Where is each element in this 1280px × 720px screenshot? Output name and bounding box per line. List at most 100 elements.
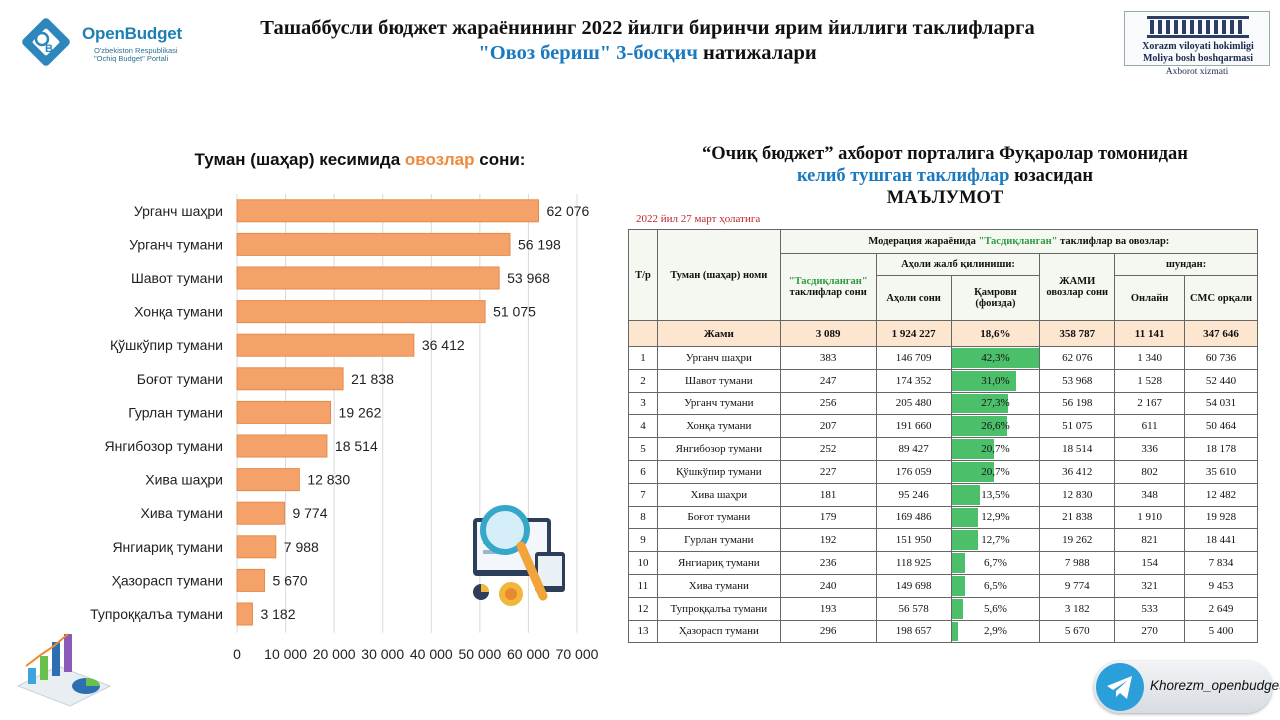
cell-population: 118 925 (875, 551, 952, 575)
bar (236, 400, 332, 424)
cell-coverage: 2,9% (950, 619, 1041, 644)
x-tick-label: 70 000 (556, 646, 599, 662)
cell-coverage: 12,7% (950, 528, 1041, 553)
cell-approved: 193 (779, 596, 877, 621)
cell-sms: 2 649 (1184, 596, 1258, 621)
info-title-rest: юзасидан (1009, 166, 1094, 186)
coverage-value: 12,7% (981, 534, 1010, 547)
coverage-value: 6,7% (983, 557, 1007, 570)
value-label: 62 076 (547, 203, 590, 219)
coverage-value: 12,9% (981, 511, 1010, 524)
cell-online: 1 528 (1114, 368, 1186, 393)
cell-online: 321 (1114, 573, 1186, 598)
cell-n: 10 (628, 551, 658, 575)
cell-name: Тупроққалъа тумани (656, 596, 781, 621)
header-approved-rest: таклифлар сони (789, 287, 867, 298)
cell-n: 9 (628, 528, 658, 553)
cell-coverage: 12,9% (950, 505, 1041, 530)
coverage-bar (951, 530, 978, 551)
value-label: 56 198 (518, 236, 561, 252)
table-row: 2 Шавот тумани 247 174 352 31,0% 53 968 1 528 5… (628, 368, 1258, 393)
header-coverage: Қамрови (фоизда) (950, 275, 1041, 321)
value-label: 5 670 (273, 572, 308, 588)
header-district: Туман (шаҳар) номи (656, 229, 781, 321)
bar (236, 468, 300, 492)
cell-sms: 60 736 (1184, 346, 1258, 370)
chart-title-highlight: овозлар (404, 150, 475, 169)
table-row: 5 Янгибозор тумани 252 89 427 20,7% 18 514 336… (628, 437, 1258, 461)
coverage-bar (951, 416, 1007, 437)
coverage-value: 31,0% (981, 374, 1010, 387)
bar (236, 333, 415, 357)
cell-name: Ҳазорасп тумани (656, 619, 781, 644)
x-tick-label: 50 000 (458, 646, 501, 662)
category-label: Хива шаҳри (145, 472, 223, 488)
telegram-icon (1096, 663, 1144, 711)
cell-population: 191 660 (875, 414, 952, 439)
coverage-value: 26,6% (981, 420, 1010, 433)
header-population: Аҳоли жалб қилиниши: (875, 253, 1041, 276)
cell-sms: 54 031 (1184, 391, 1258, 416)
cell-coverage: 26,6% (950, 414, 1041, 439)
cell-coverage: 6,7% (950, 551, 1041, 575)
info-title: “Очиқ бюджет” ахборот порталига Фуқарола… (640, 143, 1250, 209)
cell-name: Янгиариқ тумани (656, 551, 781, 575)
value-label: 7 988 (284, 539, 319, 555)
cell-population: 151 950 (875, 528, 952, 553)
bar (236, 434, 328, 458)
table-row: 11 Хива тумани 240 149 698 6,5% 9 774 321 9 453 (628, 573, 1258, 598)
coverage-value: 20,7% (981, 443, 1010, 456)
cell-coverage: 5,6% (950, 596, 1041, 621)
cell-n: 11 (628, 573, 658, 598)
total-coverage: 18,6% (950, 320, 1041, 347)
cell-coverage: 20,7% (950, 459, 1041, 484)
cell-votes: 21 838 (1039, 505, 1116, 530)
government-badge: Xorazm viloyati hokimligi Moliya bosh bo… (1124, 11, 1270, 77)
cell-sms: 52 440 (1184, 368, 1258, 393)
gov-line3: Axborot xizmati (1165, 67, 1229, 77)
bar (236, 367, 344, 391)
info-title-line2: келиб тушган таклифлар юзасидан (640, 165, 1250, 187)
table-row: 1 Урганч шаҳри 383 146 709 42,3% 62 076 1 340 6… (628, 346, 1258, 370)
cell-population: 95 246 (875, 482, 952, 507)
category-label: Гурлан тумани (128, 404, 223, 420)
cell-sms: 5 400 (1184, 619, 1258, 644)
title-line1: Ташаббусли бюджет жараёнининг 2022 йилги… (260, 17, 1035, 39)
cell-sms: 18 441 (1184, 528, 1258, 553)
cell-population: 89 427 (875, 437, 952, 461)
cell-population: 169 486 (875, 505, 952, 530)
cell-n: 12 (628, 596, 658, 621)
cell-votes: 3 182 (1039, 596, 1116, 621)
cell-online: 348 (1114, 482, 1186, 507)
title-line2: "Овоз бериш" 3-босқич натижалари (195, 41, 1100, 66)
x-tick-label: 60 000 (507, 646, 550, 662)
bar (236, 232, 511, 256)
cell-name: Гурлан тумани (656, 528, 781, 553)
cell-name: Урганч шаҳри (656, 346, 781, 370)
cell-population: 205 480 (875, 391, 952, 416)
cell-coverage: 13,5% (950, 482, 1041, 507)
cell-coverage: 20,7% (950, 437, 1041, 461)
coverage-bar (951, 621, 958, 642)
cell-votes: 18 514 (1039, 437, 1116, 461)
x-tick-label: 0 (233, 646, 241, 662)
government-badge-box: Xorazm viloyati hokimligi Moliya bosh bo… (1124, 11, 1270, 66)
telegram-badge[interactable]: Khorezm_openbudget (1094, 661, 1280, 713)
total-cell-empty (628, 320, 658, 347)
header-moderation-green: "Тасдиқланган" (978, 236, 1058, 247)
bar (236, 501, 285, 525)
cell-n: 7 (628, 482, 658, 507)
gov-line1: Xorazm viloyati hokimligi (1142, 41, 1254, 52)
cell-coverage: 27,3% (950, 391, 1041, 416)
cell-votes: 53 968 (1039, 368, 1116, 393)
openbudget-logo: B OpenBudget O'zbekiston Respublikasi "O… (14, 12, 184, 74)
coverage-value: 13,5% (981, 488, 1010, 501)
cell-online: 1 910 (1114, 505, 1186, 530)
cell-sms: 19 928 (1184, 505, 1258, 530)
bar-chart-pie-icon (16, 633, 112, 707)
table-row: 10 Янгиариқ тумани 236 118 925 6,7% 7 988 154 7… (628, 551, 1258, 575)
telegram-plane-glyph (1107, 676, 1132, 699)
cell-population: 146 709 (875, 346, 952, 370)
logo-brand: OpenBudget (82, 24, 182, 43)
x-tick-label: 20 000 (313, 646, 356, 662)
